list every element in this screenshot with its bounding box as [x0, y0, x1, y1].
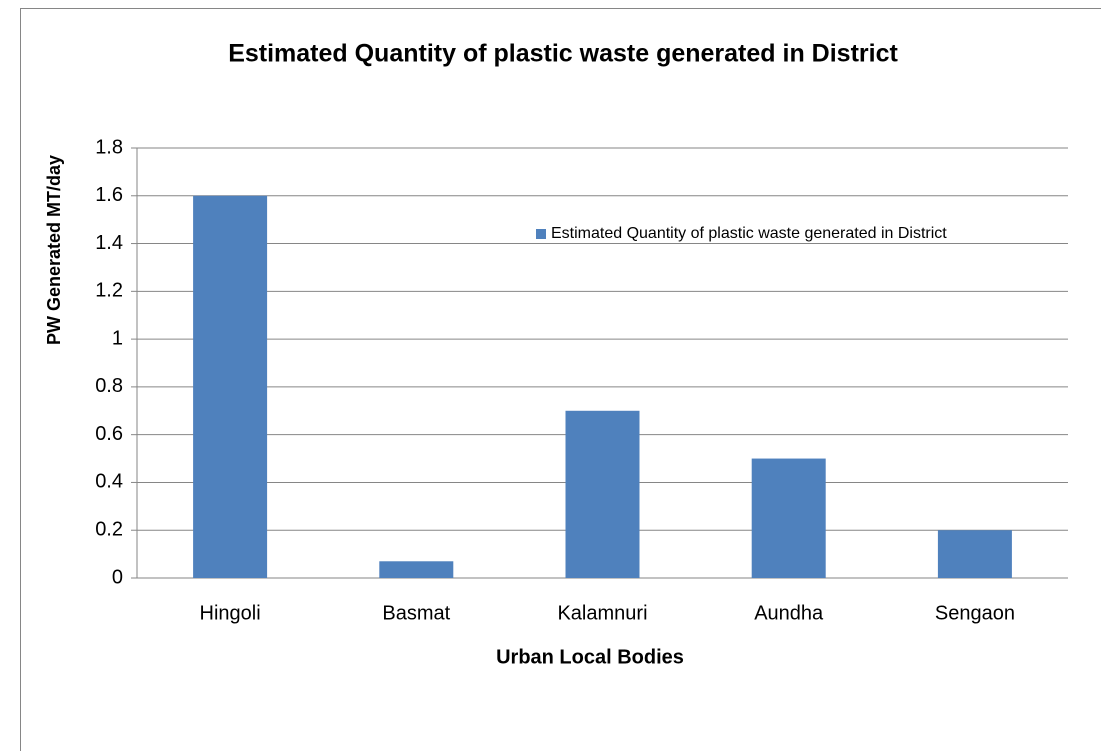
- x-tick-label: Basmat: [382, 602, 450, 624]
- bar: [751, 458, 826, 578]
- y-tick-label: 1.2: [95, 280, 123, 302]
- bar: [565, 410, 640, 578]
- y-tick-label: 0.4: [95, 471, 123, 493]
- y-tick-label: 0.8: [95, 375, 123, 397]
- bar: [937, 530, 1012, 578]
- x-tick-label: Hingoli: [200, 602, 261, 624]
- y-axis-label: PW Generated MT/day: [44, 155, 64, 345]
- x-axis-label: Urban Local Bodies: [496, 646, 684, 668]
- x-tick-label: Sengaon: [935, 602, 1015, 624]
- x-tick-label: Kalamnuri: [557, 602, 647, 624]
- y-tick-label: 0.2: [95, 519, 123, 541]
- y-tick-label: 1.4: [95, 232, 123, 254]
- chart-title: Estimated Quantity of plastic waste gene…: [228, 40, 898, 68]
- legend-swatch: [536, 229, 546, 239]
- y-tick-label: 0: [112, 566, 123, 588]
- x-tick-label: Aundha: [754, 602, 824, 624]
- y-tick-label: 1: [112, 327, 123, 349]
- y-tick-label: 1.8: [95, 136, 123, 158]
- y-tick-label: 1.6: [95, 184, 123, 206]
- bar: [379, 561, 454, 578]
- chart-frame: [20, 8, 1101, 751]
- legend-label: Estimated Quantity of plastic waste gene…: [551, 225, 947, 242]
- y-tick-label: 0.6: [95, 423, 123, 445]
- bar: [193, 195, 268, 578]
